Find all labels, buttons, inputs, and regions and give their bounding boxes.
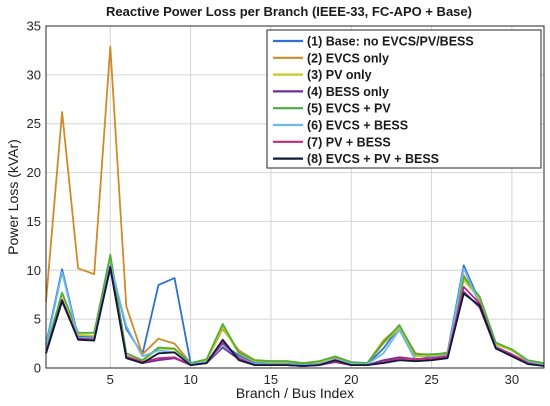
x-tick-label: 10 <box>183 372 197 387</box>
y-tick-label: 0 <box>34 361 41 376</box>
y-axis-ticks: 0 5 10 15 20 25 30 35 <box>27 19 41 376</box>
y-axis-label: Power Loss (kVAr) <box>5 139 21 255</box>
y-tick-label: 10 <box>27 263 41 278</box>
x-tick-label: 15 <box>264 372 278 387</box>
series-line-8 <box>45 266 545 367</box>
x-axis-ticks: 5 10 15 20 25 30 <box>107 372 519 387</box>
legend-box <box>266 29 542 169</box>
y-tick-label: 35 <box>27 19 41 34</box>
legend-label-4: (4) BESS only <box>307 85 389 99</box>
chart-title: Reactive Power Loss per Branch (IEEE-33,… <box>106 4 472 19</box>
legend-label-8: (8) EVCS + PV + BESS <box>307 152 439 166</box>
legend-items: (1) Base: no EVCS/PV/BESS (2) EVCS only (3… <box>273 35 474 166</box>
y-tick-label: 30 <box>27 67 41 82</box>
legend-label-2: (2) EVCS only <box>307 51 389 65</box>
series-line-5 <box>45 253 545 365</box>
series-line-3 <box>45 256 545 366</box>
x-tick-label: 30 <box>505 372 519 387</box>
plot-area-frame <box>45 25 545 369</box>
y-tick-label: 15 <box>27 214 41 229</box>
series-line-6 <box>45 263 545 367</box>
y-tick-label: 5 <box>34 312 41 327</box>
legend: (1) Base: no EVCS/PV/BESS (2) EVCS only (3… <box>266 29 542 169</box>
x-tick-label: 20 <box>344 372 358 387</box>
x-axis-label: Branch / Bus Index <box>236 385 354 401</box>
legend-label-6: (6) EVCS + BESS <box>307 119 408 133</box>
legend-label-3: (3) PV only <box>307 68 372 82</box>
legend-label-7: (7) PV + BESS <box>307 135 391 149</box>
y-tick-label: 20 <box>27 165 41 180</box>
series-lines <box>45 45 545 367</box>
x-tick-label: 25 <box>424 372 438 387</box>
y-tick-label: 25 <box>27 116 41 131</box>
legend-label-1: (1) Base: no EVCS/PV/BESS <box>307 35 474 49</box>
legend-label-5: (5) EVCS + PV <box>307 102 391 116</box>
x-tick-label: 5 <box>107 372 114 387</box>
